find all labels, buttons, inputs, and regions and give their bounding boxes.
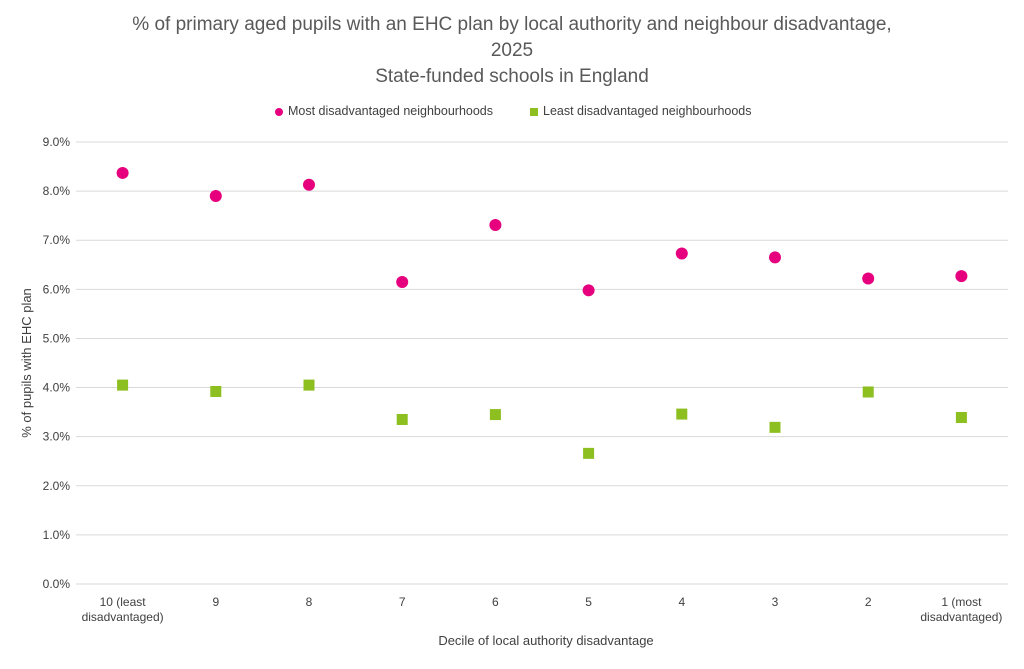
x-tick-label: 7 bbox=[399, 595, 406, 609]
x-tick-label: 6 bbox=[492, 595, 499, 609]
x-axis-title: Decile of local authority disadvantage bbox=[438, 633, 653, 648]
x-tick-label: 1 (most disadvantaged) bbox=[920, 595, 1002, 624]
y-tick-label: 7.0% bbox=[43, 233, 71, 247]
point-least-disadvantaged bbox=[676, 408, 688, 420]
point-most-disadvantaged bbox=[769, 251, 781, 264]
y-tick-label: 6.0% bbox=[43, 282, 71, 296]
y-tick-label: 3.0% bbox=[43, 430, 71, 444]
point-least-disadvantaged bbox=[303, 379, 315, 391]
point-least-disadvantaged bbox=[769, 421, 781, 433]
y-tick-label: 5.0% bbox=[43, 331, 71, 345]
y-tick-label: 1.0% bbox=[43, 528, 71, 542]
chart-title-line-2: 2025 bbox=[490, 40, 534, 61]
y-tick-label: 9.0% bbox=[43, 135, 71, 149]
legend-circle-marker bbox=[275, 108, 283, 116]
point-most-disadvantaged bbox=[116, 166, 129, 179]
point-most-disadvantaged bbox=[675, 247, 688, 260]
point-least-disadvantaged bbox=[117, 379, 129, 391]
y-axis-title: % of pupils with EHC plan bbox=[19, 288, 34, 438]
x-tick-label: 9 bbox=[212, 595, 219, 609]
x-tick-label: 8 bbox=[306, 595, 313, 609]
y-tick-label: 4.0% bbox=[43, 381, 71, 395]
chart-title: % of primary aged pupils with an EHC pla… bbox=[0, 12, 1024, 90]
chart-legend: Most disadvantaged neighbourhoods Least … bbox=[0, 104, 1024, 124]
x-tick-label: 4 bbox=[678, 595, 685, 609]
point-least-disadvantaged bbox=[955, 412, 967, 424]
y-tick-label: 8.0% bbox=[43, 184, 71, 198]
legend-label-most-disadvantaged: Most disadvantaged neighbourhoods bbox=[288, 104, 494, 118]
y-tick-label: 2.0% bbox=[43, 479, 71, 493]
y-tick-label: 0.0% bbox=[43, 577, 71, 591]
point-least-disadvantaged bbox=[583, 447, 595, 459]
point-most-disadvantaged bbox=[955, 270, 968, 283]
chart-subtitle: State-funded schools in England bbox=[375, 66, 649, 87]
x-tick-label: 5 bbox=[585, 595, 592, 609]
point-most-disadvantaged bbox=[489, 218, 502, 231]
point-least-disadvantaged bbox=[489, 409, 501, 421]
point-least-disadvantaged bbox=[396, 413, 408, 425]
point-most-disadvantaged bbox=[396, 275, 409, 288]
point-most-disadvantaged bbox=[862, 272, 875, 285]
point-least-disadvantaged bbox=[210, 385, 222, 397]
chart-title-line-1: % of primary aged pupils with an EHC pla… bbox=[132, 14, 892, 35]
point-most-disadvantaged bbox=[209, 190, 222, 203]
x-tick-label: 10 (least disadvantaged) bbox=[82, 595, 164, 624]
legend-square-marker bbox=[530, 108, 538, 116]
legend-label-least-disadvantaged: Least disadvantaged neighbourhoods bbox=[543, 104, 752, 118]
x-tick-label: 2 bbox=[865, 595, 872, 609]
x-tick-label: 3 bbox=[772, 595, 779, 609]
point-most-disadvantaged bbox=[582, 284, 595, 297]
point-least-disadvantaged bbox=[862, 386, 874, 398]
point-most-disadvantaged bbox=[303, 178, 315, 191]
